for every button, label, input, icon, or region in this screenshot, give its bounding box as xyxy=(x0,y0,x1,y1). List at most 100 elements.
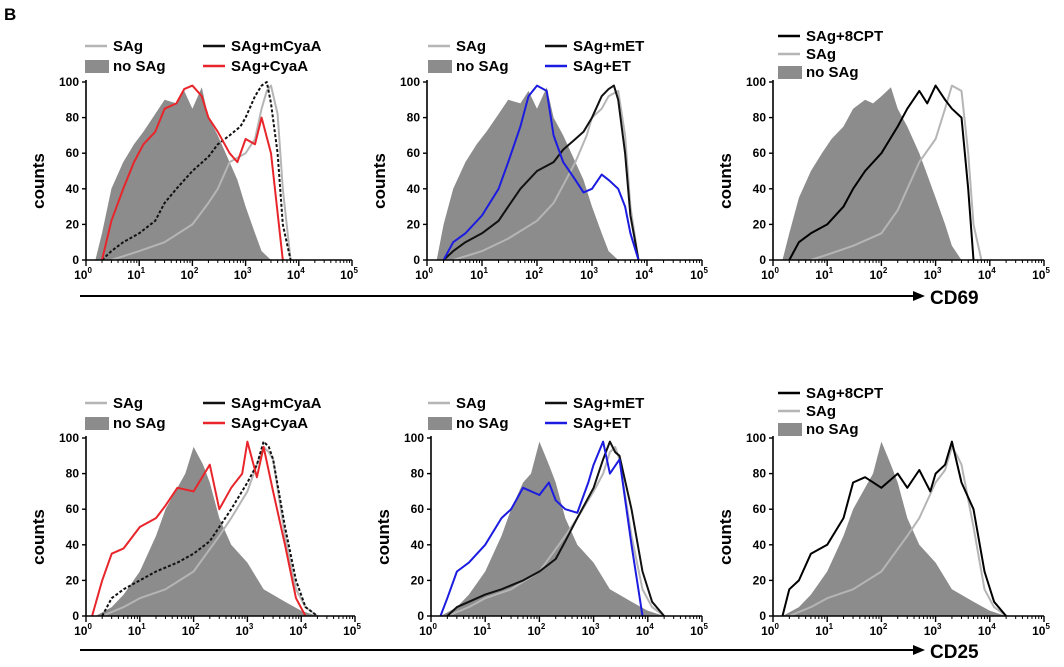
x-tick-exponent: 4 xyxy=(303,622,308,631)
x-tick-label: 101 xyxy=(473,622,491,638)
x-tick-label: 101 xyxy=(815,622,833,638)
x-tick-label: 103 xyxy=(235,622,253,638)
x-tick-exponent: 1 xyxy=(483,266,488,275)
y-tick-label: 100 xyxy=(746,75,766,89)
legend-label: no SAg xyxy=(456,415,509,432)
x-tick-label: 103 xyxy=(580,266,598,282)
x-tick-label: 103 xyxy=(234,266,252,282)
histogram-line-series xyxy=(101,81,292,261)
legend-label: SAg+mET xyxy=(573,395,644,412)
x-tick-exponent: 1 xyxy=(829,622,834,631)
y-tick-label: 0 xyxy=(417,609,424,623)
legend-label: SAg+mET xyxy=(573,38,644,55)
y-tick-label: 60 xyxy=(753,146,767,160)
y-tick-label: 0 xyxy=(72,609,79,623)
x-tick-exponent: 0 xyxy=(87,266,92,275)
y-tick-label: 40 xyxy=(66,538,80,552)
y-tick-label: 40 xyxy=(407,182,421,196)
legend-label: SAg+ET xyxy=(573,58,631,75)
legend: SAg SAg+mCyaA no SAg SAg+CyaA xyxy=(85,38,322,75)
histogram-fill-series xyxy=(782,87,962,260)
y-tick-label: 0 xyxy=(759,609,766,623)
histogram-line-series xyxy=(442,84,640,261)
x-tick-exponent: 4 xyxy=(649,622,654,631)
y-axis-label: counts xyxy=(716,509,735,565)
marker-label: CD25 xyxy=(930,642,979,663)
histogram-fill-series xyxy=(782,441,1007,616)
marker-label: CD69 xyxy=(930,288,979,309)
x-tick-label: 104 xyxy=(289,622,307,638)
x-tick-exponent: 4 xyxy=(991,266,996,275)
y-tick-label: 40 xyxy=(66,182,80,196)
y-axis-label: counts xyxy=(370,153,389,209)
panel-letter: B xyxy=(4,5,16,24)
x-tick-exponent: 2 xyxy=(541,622,546,631)
x-tick-exponent: 3 xyxy=(593,266,598,275)
histogram-line-series xyxy=(810,84,983,261)
marker-arrow-head xyxy=(913,291,925,301)
x-tick-label: 100 xyxy=(74,266,92,282)
legend-label: SAg+CyaA xyxy=(231,58,308,75)
marker-arrow-head xyxy=(913,645,925,655)
legend: SAg SAg+mET no SAg SAg+ET xyxy=(428,395,644,432)
y-tick-label: 100 xyxy=(746,431,766,445)
y-tick-label: 20 xyxy=(66,573,80,587)
x-tick-exponent: 5 xyxy=(353,266,358,275)
x-tick-label: 100 xyxy=(761,266,779,282)
x-tick-label: 103 xyxy=(924,622,942,638)
x-tick-exponent: 0 xyxy=(774,622,779,631)
x-tick-label: 105 xyxy=(340,266,358,282)
x-tick-exponent: 5 xyxy=(703,622,708,631)
y-axis-label: counts xyxy=(716,153,735,209)
x-tick-exponent: 1 xyxy=(487,622,492,631)
legend: SAg SAg+mCyaA no SAg SAg+CyaA xyxy=(85,395,322,432)
y-tick-label: 80 xyxy=(66,111,80,125)
x-tick-exponent: 1 xyxy=(141,266,146,275)
legend-label: no SAg xyxy=(456,58,509,75)
x-tick-exponent: 2 xyxy=(883,622,888,631)
x-tick-exponent: 3 xyxy=(249,622,254,631)
legend-swatch-fill xyxy=(85,60,109,73)
axis-markers-group: CD69 CD25 xyxy=(80,288,979,663)
y-tick-label: 60 xyxy=(66,146,80,160)
legend-label: SAg+CyaA xyxy=(231,415,308,432)
legend-label: no SAg xyxy=(806,64,859,81)
legend-label: no SAg xyxy=(113,415,166,432)
x-tick-exponent: 0 xyxy=(432,622,437,631)
y-tick-label: 100 xyxy=(59,75,79,89)
x-tick-label: 103 xyxy=(582,622,600,638)
histogram-fill-series xyxy=(440,441,665,616)
legend-label: SAg xyxy=(806,46,836,63)
x-tick-label: 102 xyxy=(869,266,887,282)
legend-swatch-fill xyxy=(778,423,802,436)
legend-label: no SAg xyxy=(113,58,166,75)
histogram-line-series xyxy=(446,445,665,617)
legend-label: SAg xyxy=(456,38,486,55)
x-tick-exponent: 5 xyxy=(356,622,361,631)
y-tick-label: 80 xyxy=(411,467,425,481)
legend-swatch-fill xyxy=(85,417,109,430)
y-axis-label: counts xyxy=(29,153,48,209)
y-axis-label: counts xyxy=(29,509,48,565)
x-tick-label: 102 xyxy=(527,622,545,638)
x-tick-exponent: 3 xyxy=(595,622,600,631)
histogram-line-series xyxy=(101,445,318,617)
x-tick-exponent: 0 xyxy=(87,622,92,631)
x-tick-exponent: 2 xyxy=(883,266,888,275)
x-tick-label: 101 xyxy=(470,266,488,282)
legend-swatch-fill xyxy=(428,60,452,73)
histogram-line-series xyxy=(111,84,292,261)
x-tick-label: 104 xyxy=(978,622,996,638)
x-tick-label: 101 xyxy=(128,622,146,638)
x-tick-label: 102 xyxy=(180,266,198,282)
legend: SAg SAg+mET no SAg SAg+ET xyxy=(428,38,644,75)
legend-label: SAg+ET xyxy=(573,415,631,432)
x-tick-label: 100 xyxy=(761,622,779,638)
x-tick-exponent: 4 xyxy=(648,266,653,275)
